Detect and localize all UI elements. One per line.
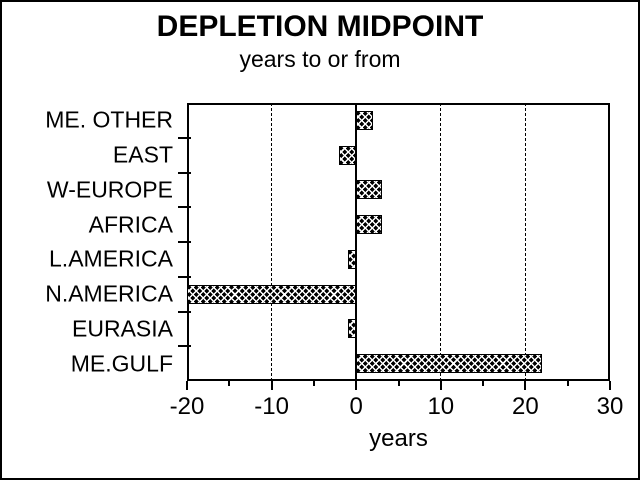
category-label-n-america: N.AMERICA bbox=[45, 280, 173, 307]
x-tick-label--10: -10 bbox=[254, 393, 289, 420]
x-tick-label-30: 30 bbox=[596, 393, 624, 420]
category-label-w-europe: W-EUROPE bbox=[46, 176, 173, 203]
x-tick-label-0: 0 bbox=[349, 393, 363, 420]
x-minor-tick-5 bbox=[397, 381, 400, 386]
gridline--10 bbox=[271, 103, 273, 381]
category-label-eurasia: EURASIA bbox=[72, 315, 173, 342]
y-axis-tick bbox=[178, 275, 191, 278]
y-axis-tick bbox=[178, 345, 191, 348]
category-label-africa: AFRICA bbox=[88, 211, 173, 238]
x-major-tick--20 bbox=[186, 381, 188, 390]
category-label-east: EAST bbox=[112, 141, 173, 168]
bar-me-gulf bbox=[356, 354, 543, 374]
y-axis-tick bbox=[178, 310, 191, 313]
gridline-20 bbox=[524, 103, 526, 381]
bar-me-other bbox=[356, 110, 374, 130]
category-label-me-other: ME. OTHER bbox=[45, 106, 173, 133]
x-major-tick-10 bbox=[439, 381, 442, 390]
x-major-tick-30 bbox=[609, 381, 611, 390]
x-tick-label-10: 10 bbox=[427, 393, 455, 420]
x-tick-label-20: 20 bbox=[512, 393, 539, 420]
y-axis-tick bbox=[178, 241, 191, 243]
x-axis-title: years bbox=[369, 425, 428, 452]
plot-area bbox=[187, 103, 610, 381]
category-label-l-america: L.AMERICA bbox=[49, 245, 173, 272]
x-major-tick--10 bbox=[270, 381, 273, 390]
bar-east bbox=[339, 145, 357, 165]
chart-title: DEPLETION MIDPOINT bbox=[156, 10, 484, 43]
x-minor-tick--15 bbox=[228, 381, 231, 386]
gridline-10 bbox=[440, 103, 442, 381]
chart-subtitle: years to or from bbox=[239, 46, 401, 72]
bar-l-america bbox=[347, 249, 357, 269]
x-tick-label--20: -20 bbox=[169, 393, 205, 420]
bar-w-europe bbox=[356, 180, 382, 200]
x-major-tick-20 bbox=[524, 381, 527, 390]
x-minor-tick-25 bbox=[566, 381, 569, 386]
zero-axis-line bbox=[355, 103, 358, 381]
x-minor-tick--5 bbox=[312, 381, 315, 386]
x-major-tick-0 bbox=[355, 381, 358, 390]
y-axis-tick bbox=[178, 171, 191, 174]
bar-eurasia bbox=[347, 319, 357, 339]
y-axis-tick bbox=[178, 136, 191, 139]
x-minor-tick-15 bbox=[482, 381, 485, 386]
y-axis-tick bbox=[178, 206, 191, 209]
bar-n-america bbox=[187, 284, 357, 304]
category-label-me-gulf: ME.GULF bbox=[70, 350, 173, 377]
bar-africa bbox=[356, 215, 382, 235]
